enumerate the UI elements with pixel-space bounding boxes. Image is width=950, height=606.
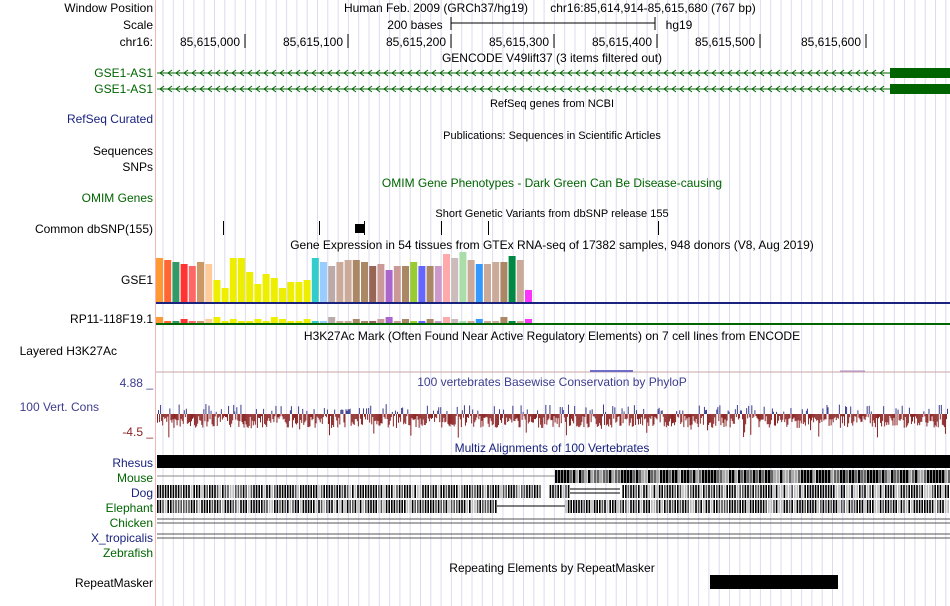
- multiz-species-xtropicalis[interactable]: X_tropicalis: [90, 531, 153, 545]
- gencode-gene-1[interactable]: [157, 68, 950, 78]
- repeatmasker-track-title: Repeating Elements by RepeatMasker: [449, 561, 655, 575]
- omim-track-title: OMIM Gene Phenotypes - Dark Green Can Be…: [381, 176, 723, 190]
- track-labels-column: Window Position Scale chr16: GSE1-AS1 GS…: [0, 0, 155, 606]
- h3k27ac-signal[interactable]: [156, 370, 950, 373]
- ruler-tick-label: 85,615,400: [591, 35, 653, 49]
- scale-bases: 200 bases: [387, 18, 443, 32]
- conservation-track-label[interactable]: 100 Vert. Cons: [19, 400, 99, 414]
- scale-bar: [450, 17, 656, 30]
- omim-track-label[interactable]: OMIM Genes: [81, 191, 153, 205]
- multiz-track-title: Multiz Alignments of 100 Vertebrates: [454, 441, 650, 455]
- gtex-gene2-label[interactable]: RP11-118F19.1: [70, 312, 153, 326]
- multiz-species-mouse[interactable]: Mouse: [116, 471, 153, 485]
- multiz-species-zebrafish[interactable]: Zebrafish: [102, 546, 153, 560]
- gencode-gene-2[interactable]: [157, 84, 950, 94]
- conservation-max-label: 4.88 _: [119, 376, 153, 390]
- refseq-track-title: RefSeq genes from NCBI: [489, 98, 615, 110]
- gencode-track-title: GENCODE V49lift37 (3 items filtered out): [441, 51, 663, 65]
- ruler-tick-label: 85,615,300: [488, 35, 550, 49]
- dbsnp-markers[interactable]: [223, 221, 659, 235]
- track-data-area: Human Feb. 2009 (GRCh37/hg19) chr16:85,6…: [155, 0, 950, 606]
- repeatmasker-element[interactable]: [710, 575, 838, 589]
- ruler-tick-label: 85,615,500: [694, 35, 756, 49]
- repeatmasker-track-label[interactable]: RepeatMasker: [74, 576, 153, 590]
- window-position-label: Window Position: [64, 1, 153, 15]
- publications-track-title: Publications: Sequences in Scientific Ar…: [443, 130, 661, 142]
- base-position-ruler: [244, 34, 867, 48]
- gencode-gene-label-2[interactable]: GSE1-AS1: [94, 82, 153, 96]
- window-position-value[interactable]: chr16:85,614,914-85,615,680 (767 bp): [550, 1, 756, 15]
- gtex-track-title: Gene Expression in 54 tissues from GTEx …: [290, 238, 814, 252]
- h3k27ac-track-title: H3K27Ac Mark (Often Found Near Active Re…: [303, 329, 801, 343]
- assembly-name: Human Feb. 2009 (GRCh37/hg19): [343, 1, 529, 15]
- multiz-species-dog[interactable]: Dog: [130, 486, 153, 500]
- refseq-track-label[interactable]: RefSeq Curated: [66, 112, 153, 126]
- label-divider: [155, 0, 156, 606]
- conservation-min-label: -4.5 _: [122, 425, 153, 439]
- h3k27ac-track-label[interactable]: Layered H3K27Ac: [19, 344, 117, 358]
- ruler-tick-label: 85,615,000: [179, 35, 241, 49]
- publications-label-line1[interactable]: Sequences: [92, 144, 153, 158]
- scale-db: hg19: [665, 18, 693, 32]
- dbsnp-track-title: Short Genetic Variants from dbSNP releas…: [435, 208, 669, 220]
- phylop-conservation-bars[interactable]: [157, 404, 949, 438]
- publications-label-line2[interactable]: SNPs: [122, 160, 153, 174]
- gtex-gene1-label[interactable]: GSE1: [120, 273, 153, 287]
- ruler-tick-label: 85,615,600: [800, 35, 862, 49]
- multiz-species-elephant[interactable]: Elephant: [105, 501, 153, 515]
- chrom-label: chr16:: [119, 35, 153, 49]
- multiz-alignment-rows[interactable]: [157, 455, 950, 539]
- multiz-species-chicken[interactable]: Chicken: [109, 516, 153, 530]
- gtex-gse1-bars[interactable]: [156, 252, 532, 302]
- ruler-tick-label: 85,615,100: [282, 35, 344, 49]
- scale-label: Scale: [122, 18, 153, 32]
- gtex-rp11-bars[interactable]: [156, 317, 532, 323]
- dbsnp-track-label[interactable]: Common dbSNP(155): [34, 222, 153, 236]
- multiz-species-rhesus[interactable]: Rhesus: [112, 456, 153, 470]
- conservation-track-title: 100 vertebrates Basewise Conservation by…: [417, 375, 687, 389]
- ruler-tick-label: 85,615,200: [385, 35, 447, 49]
- gencode-gene-label-1[interactable]: GSE1-AS1: [94, 66, 153, 80]
